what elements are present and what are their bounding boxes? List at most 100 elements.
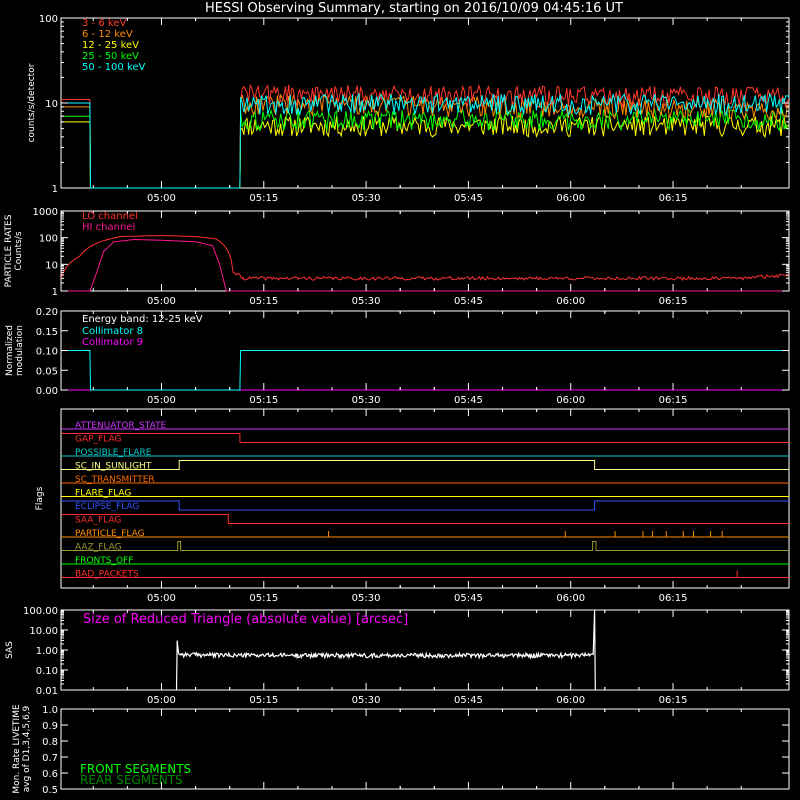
particle-rates-x-tick-label: 05:30: [352, 296, 381, 307]
flags-x-tick-label: 05:30: [352, 593, 381, 604]
sas-y-label: SAS: [5, 641, 15, 659]
flags-flag-label: SAA_FLAG: [75, 516, 121, 526]
particle-rates-x-tick-label: 05:15: [249, 296, 278, 307]
modulation-y-tick-label: 0.00: [36, 386, 58, 397]
particle-rates-legend-label: LO channel: [82, 211, 138, 222]
modulation-y-label: modulation: [15, 325, 25, 376]
sas-annotation: Size of Reduced Triangle (absolute value…: [83, 612, 408, 627]
modulation-y-label: Normalized: [5, 325, 15, 376]
modulation-y-tick-label: 0.05: [36, 366, 58, 377]
sas-y-tick-label: 100.00: [23, 606, 58, 617]
livetime-y-label: Mon. Rate LIVETIME: [12, 704, 22, 794]
particle-rates-lo-channel-line: [60, 235, 790, 282]
modulation-legend-label: Collimator 9: [82, 337, 143, 348]
particle-rates-x-tick-label: 06:00: [556, 296, 585, 307]
modulation-collimator8-line: [61, 350, 789, 391]
sas-y-tick-label: 0.01: [36, 686, 58, 697]
particle-rates-legend-label: HI channel: [82, 222, 135, 233]
modulation-x-tick-label: 05:00: [147, 395, 176, 406]
count-rates-x-tick-label: 05:15: [249, 193, 278, 204]
sas-y-tick-label: 0.10: [36, 666, 58, 677]
flags-flag-label: FRONTS_OFF: [75, 556, 133, 566]
particle-rates-y-tick-label: 1000: [33, 207, 58, 218]
count-rates-y-label: counts/s/detector: [27, 63, 37, 142]
flags-x-tick-label: 06:15: [659, 593, 688, 604]
particle-rates-y-tick-label: 1: [52, 287, 58, 298]
panel-particle-rates: 1 10 100 1000 05:00 05:15 05:30 05:45 06:00 06:15…: [4, 207, 790, 307]
modulation-y-tick-label: 0.10: [36, 347, 58, 358]
flags-flag-label: ECLIPSE_FLAG: [75, 502, 139, 512]
plot-stack: 1 10 100 05:00 05:15 05:30 05:45 06:00 06:15 coun…: [4, 14, 790, 796]
flags-flag-line: [61, 433, 789, 443]
livetime-frame: [60, 708, 790, 790]
count-rates-series-line: [61, 92, 790, 189]
flags-flag-line: [61, 500, 789, 511]
count-rates-x-tick-label: 05:00: [147, 193, 176, 204]
livetime-y-tick-label: 0.5: [42, 785, 58, 796]
panel-modulation: 0.00 0.05 0.10 0.15 0.20 05:00 05:15 05:30 05:45…: [5, 307, 790, 406]
sas-y-tick-label: 1.00: [36, 646, 58, 657]
figure-title: HESSI Observing Summary, starting on 201…: [205, 1, 623, 16]
livetime-y-tick-label: 0.7: [42, 753, 58, 764]
modulation-legend-label: Collimator 8: [82, 326, 143, 337]
flags-flag-line: [61, 460, 789, 470]
flags-flag-label: POSSIBLE_FLARE: [75, 448, 152, 458]
sas-x-tick-label: 05:45: [454, 695, 483, 706]
flags-flag-line: [61, 514, 789, 524]
livetime-legend-label: REAR SEGMENTS: [80, 773, 183, 787]
particle-rates-x-tick-label: 05:00: [147, 296, 176, 307]
sas-x-tick-label: 06:15: [659, 695, 688, 706]
count-rates-x-tick-label: 06:15: [659, 193, 688, 204]
modulation-x-tick-label: 05:15: [249, 395, 278, 406]
flags-flag-label: FLARE_FLAG: [75, 489, 131, 499]
livetime-legend-label: FRONT SEGMENTS: [80, 762, 191, 776]
modulation-x-tick-label: 06:15: [659, 395, 688, 406]
modulation-legend-title: Energy band: 12-25 keV: [82, 314, 203, 325]
count-rates-y-tick-label: 100: [39, 14, 58, 25]
panel-count-rates: 1 10 100 05:00 05:15 05:30 05:45 06:00 06:15 coun…: [27, 14, 790, 204]
flags-x-tick-label: 05:15: [249, 593, 278, 604]
livetime-y-label: avg of D1,3,4,5,6,9: [22, 705, 32, 792]
count-rates-legend-label: 50 - 100 keV: [82, 62, 146, 73]
panel-flags: ATTENUATOR_STATE GAP_FLAG POSSIBLE_FLARE SC…: [35, 408, 790, 604]
particle-rates-y-tick-label: 10: [45, 260, 58, 271]
flags-flag-label: SC_TRANSMITTER: [75, 475, 155, 485]
livetime-y-tick-label: 0.9: [42, 721, 58, 732]
livetime-y-tick-label: 0.8: [42, 737, 58, 748]
flags-x-tick-label: 06:00: [556, 593, 585, 604]
particle-rates-x-tick-label: 05:45: [454, 296, 483, 307]
count-rates-y-tick-label: 1: [52, 184, 58, 195]
sas-x-tick-label: 06:00: [556, 695, 585, 706]
modulation-x-tick-label: 05:45: [454, 395, 483, 406]
flags-frame: [60, 408, 790, 589]
modulation-x-tick-label: 05:30: [352, 395, 381, 406]
count-rates-y-tick-label: 10: [45, 99, 58, 110]
flags-flag-label: GAP_FLAG: [75, 435, 121, 445]
particle-rates-hi-channel-line: [61, 238, 789, 292]
particle-rates-x-tick-label: 06:15: [659, 296, 688, 307]
sas-x-tick-label: 05:30: [352, 695, 381, 706]
sas-y-tick-label: 10.00: [29, 626, 58, 637]
count-rates-legend-label: 3 - 6 keV: [82, 18, 126, 29]
count-rates-legend-label: 12 - 25 keV: [82, 40, 139, 51]
modulation-y-tick-label: 0.15: [36, 327, 58, 338]
count-rates-x-tick-label: 06:00: [556, 193, 585, 204]
panel-livetime: 0.5 0.6 0.7 0.8 0.9 1.0 Mon. Rate LIVETIME avg …: [12, 704, 790, 796]
sas-series-line: [175, 609, 596, 691]
flags-flag-label: AAZ_FLAG: [75, 543, 122, 553]
particle-rates-y-tick-label: 100: [39, 234, 58, 245]
flags-flag-label: PARTICLE_FLAG: [75, 529, 145, 539]
count-rates-x-tick-label: 05:45: [454, 193, 483, 204]
flags-flag-label: ATTENUATOR_STATE: [75, 421, 167, 431]
panel-sas: 0.01 0.10 1.00 10.00 100.00 05:00 05:15 05:30 05…: [5, 606, 790, 706]
livetime-y-tick-label: 0.6: [42, 769, 58, 780]
flags-flag-label: BAD_PACKETS: [75, 570, 139, 580]
modulation-x-tick-label: 06:00: [556, 395, 585, 406]
particle-rates-y-label: Counts/s: [14, 231, 24, 270]
count-rates-x-tick-label: 05:30: [352, 193, 381, 204]
count-rates-legend-label: 25 - 50 keV: [82, 51, 139, 62]
sas-x-tick-label: 05:15: [249, 695, 278, 706]
flags-flag-line: [61, 541, 789, 551]
